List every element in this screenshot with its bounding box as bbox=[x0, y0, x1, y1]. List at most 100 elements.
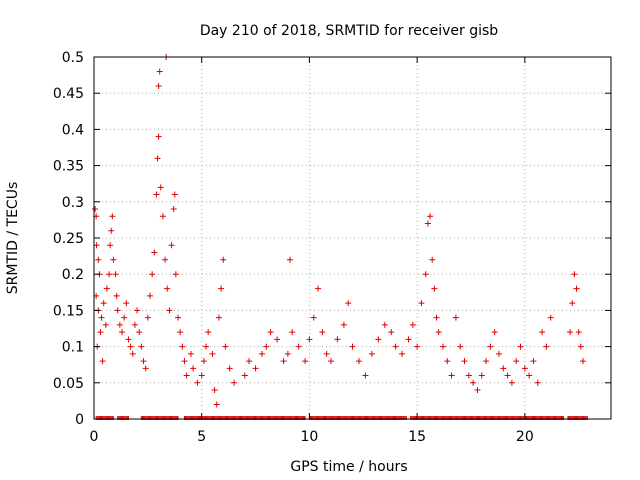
data-point bbox=[100, 300, 107, 307]
grid-layer bbox=[94, 57, 611, 419]
data-point bbox=[112, 271, 119, 278]
data-point bbox=[345, 300, 352, 307]
data-point bbox=[349, 343, 356, 350]
data-point bbox=[547, 314, 554, 321]
data-point bbox=[252, 365, 259, 372]
data-point bbox=[142, 365, 149, 372]
data-point bbox=[109, 213, 116, 220]
data-point bbox=[170, 206, 177, 213]
data-point bbox=[422, 271, 429, 278]
data-point bbox=[575, 329, 582, 336]
data-point bbox=[107, 242, 114, 249]
data-point bbox=[315, 285, 322, 292]
x-tick-label: 15 bbox=[408, 429, 426, 445]
x-tick-label: 0 bbox=[90, 429, 99, 445]
data-point bbox=[483, 358, 490, 365]
data-point bbox=[368, 350, 375, 357]
data-point bbox=[136, 329, 143, 336]
data-point bbox=[530, 358, 537, 365]
data-point bbox=[392, 343, 399, 350]
y-tick-label: 0.1 bbox=[62, 340, 84, 356]
data-point bbox=[93, 242, 100, 249]
data-point bbox=[246, 358, 253, 365]
plot-frame bbox=[93, 56, 612, 420]
data-point bbox=[172, 271, 179, 278]
data-point bbox=[166, 307, 173, 314]
data-point bbox=[424, 220, 431, 227]
data-point bbox=[327, 358, 334, 365]
y-tick-label: 0.25 bbox=[53, 231, 84, 247]
data-point bbox=[215, 314, 222, 321]
data-point bbox=[213, 401, 220, 408]
data-point bbox=[168, 242, 175, 249]
data-point bbox=[138, 343, 145, 350]
data-point bbox=[478, 372, 485, 379]
data-point bbox=[284, 350, 291, 357]
data-point bbox=[106, 271, 113, 278]
data-point bbox=[231, 379, 238, 386]
data-point bbox=[177, 329, 184, 336]
data-point bbox=[171, 191, 178, 198]
data-point bbox=[521, 365, 528, 372]
data-point bbox=[517, 343, 524, 350]
data-point bbox=[98, 314, 105, 321]
data-point bbox=[222, 343, 229, 350]
data-point bbox=[179, 343, 186, 350]
data-point bbox=[452, 314, 459, 321]
data-point bbox=[140, 358, 147, 365]
data-point bbox=[334, 336, 341, 343]
data-point bbox=[431, 285, 438, 292]
data-point bbox=[153, 191, 160, 198]
data-point bbox=[108, 227, 115, 234]
data-point bbox=[220, 256, 227, 263]
data-point bbox=[267, 329, 274, 336]
data-point bbox=[175, 314, 182, 321]
data-point bbox=[155, 82, 162, 89]
data-point bbox=[461, 358, 468, 365]
data-point bbox=[263, 343, 270, 350]
y-tick-label: 0.3 bbox=[62, 195, 84, 211]
data-point bbox=[110, 256, 117, 263]
data-point bbox=[123, 300, 130, 307]
data-point bbox=[131, 321, 138, 328]
data-point bbox=[399, 350, 406, 357]
data-point bbox=[534, 379, 541, 386]
data-point bbox=[295, 343, 302, 350]
data-point bbox=[144, 314, 151, 321]
data-point bbox=[114, 307, 121, 314]
data-point bbox=[577, 343, 584, 350]
data-point bbox=[162, 256, 169, 263]
y-tick-label: 0.15 bbox=[53, 303, 84, 319]
data-point bbox=[381, 321, 388, 328]
data-point bbox=[306, 336, 313, 343]
data-point bbox=[134, 307, 141, 314]
data-point bbox=[116, 321, 123, 328]
data-point bbox=[444, 358, 451, 365]
data-point bbox=[375, 336, 382, 343]
x-tick-label: 5 bbox=[197, 429, 206, 445]
data-point bbox=[164, 285, 171, 292]
data-point bbox=[113, 292, 120, 299]
data-point bbox=[427, 213, 434, 220]
data-point bbox=[429, 256, 436, 263]
data-point bbox=[418, 300, 425, 307]
data-point bbox=[569, 300, 576, 307]
data-point bbox=[414, 343, 421, 350]
data-point bbox=[439, 343, 446, 350]
data-point bbox=[289, 329, 296, 336]
x-tick-label: 10 bbox=[301, 429, 319, 445]
data-point bbox=[319, 329, 326, 336]
y-tick-label: 0.2 bbox=[62, 267, 84, 283]
data-point bbox=[362, 372, 369, 379]
data-point bbox=[95, 256, 102, 263]
data-point bbox=[155, 133, 162, 140]
data-point bbox=[474, 387, 481, 394]
data-point bbox=[287, 256, 294, 263]
data-point bbox=[183, 372, 190, 379]
x-tick-label: 20 bbox=[516, 429, 534, 445]
data-point bbox=[187, 350, 194, 357]
data-point bbox=[194, 379, 201, 386]
y-tick-label: 0.5 bbox=[62, 50, 84, 66]
